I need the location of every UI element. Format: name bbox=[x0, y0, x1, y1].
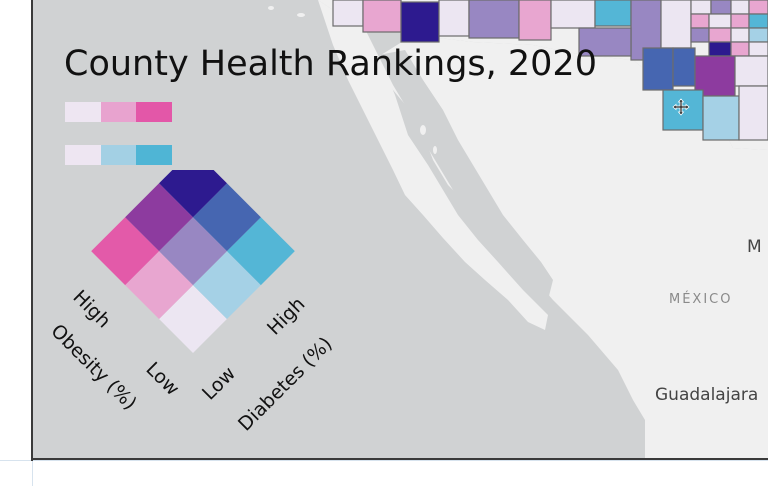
county bbox=[690, 13, 710, 29]
county bbox=[708, 13, 732, 29]
frame-guide-horizontal bbox=[0, 460, 768, 461]
county bbox=[594, 0, 632, 27]
island bbox=[268, 6, 274, 10]
county bbox=[672, 47, 696, 87]
county bbox=[702, 95, 740, 141]
county bbox=[748, 27, 768, 43]
obesity-ramp-mid bbox=[100, 102, 137, 122]
county bbox=[748, 13, 768, 29]
county bbox=[708, 41, 732, 57]
place-label-mexico: MÉXICO bbox=[669, 292, 733, 307]
map-canvas[interactable]: MÉXICO Guadalajara M bbox=[33, 0, 768, 459]
county bbox=[438, 0, 470, 37]
county bbox=[550, 0, 596, 29]
county bbox=[642, 47, 674, 91]
legend-obesity-high-label: High bbox=[68, 286, 114, 332]
county bbox=[660, 0, 692, 49]
county-layer bbox=[332, 0, 768, 141]
island bbox=[297, 13, 305, 17]
legend-diabetes-high-label: High bbox=[263, 293, 309, 339]
county bbox=[748, 41, 768, 57]
legend-cell-obesity-high-diabetes-mid bbox=[125, 183, 193, 252]
legend-diabetes-low-label: Low bbox=[198, 363, 240, 405]
county bbox=[734, 55, 768, 87]
county bbox=[730, 0, 750, 15]
basemap bbox=[268, 0, 768, 459]
county bbox=[748, 0, 768, 15]
place-label-guadalajara: Guadalajara bbox=[655, 385, 759, 405]
county bbox=[708, 27, 732, 43]
mexico-mainland bbox=[373, 35, 768, 459]
county bbox=[578, 27, 632, 57]
place-label-partial-city: M bbox=[747, 237, 762, 257]
county bbox=[518, 0, 552, 41]
bivariate-grid bbox=[91, 170, 295, 353]
diabetes-ramp-high bbox=[136, 145, 173, 165]
county bbox=[400, 1, 440, 43]
county bbox=[332, 0, 364, 27]
gulf-of-california bbox=[378, 50, 553, 300]
island bbox=[433, 146, 437, 154]
island bbox=[420, 125, 426, 135]
legend-diabetes-axis-label: Diabetes (%) bbox=[234, 333, 337, 436]
county bbox=[730, 41, 750, 57]
county bbox=[690, 0, 712, 15]
county bbox=[730, 13, 750, 29]
move-cursor-icon bbox=[672, 98, 690, 116]
county bbox=[468, 0, 520, 39]
legend-obesity-low-label: Low bbox=[141, 358, 183, 400]
legend-cell-obesity-mid-diabetes-high bbox=[193, 183, 261, 252]
county bbox=[738, 85, 768, 141]
diabetes-ramp-mid bbox=[100, 145, 137, 165]
map-frame-left bbox=[31, 0, 33, 461]
obesity-color-ramp bbox=[65, 102, 173, 122]
county bbox=[730, 27, 750, 43]
obesity-ramp-low bbox=[65, 102, 101, 122]
county bbox=[710, 0, 732, 15]
diabetes-color-ramp bbox=[65, 145, 173, 165]
county bbox=[690, 27, 710, 43]
map-frame-bottom bbox=[31, 458, 768, 460]
bivariate-legend: High Low Obesity (%) Low High Diabetes (… bbox=[46, 170, 337, 436]
diabetes-ramp-low bbox=[65, 145, 101, 165]
baja-california bbox=[318, 0, 548, 330]
county bbox=[362, 0, 402, 33]
map-title: County Health Rankings, 2020 bbox=[64, 44, 597, 84]
obesity-ramp-high bbox=[136, 102, 173, 122]
legend-obesity-axis-label: Obesity (%) bbox=[46, 320, 140, 414]
